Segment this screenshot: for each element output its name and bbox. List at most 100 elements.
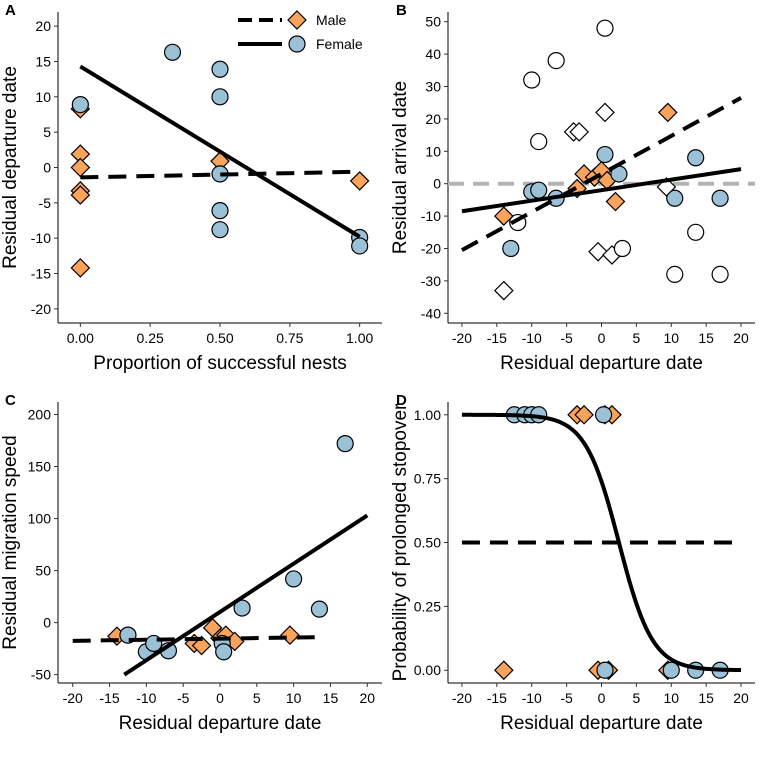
y-tick-label: -5 <box>39 195 52 211</box>
x-tick-label: 0.00 <box>67 330 94 346</box>
open-circle-point <box>711 265 729 284</box>
open-diamond-point <box>595 102 615 123</box>
y-tick-label: -15 <box>31 266 51 282</box>
open-circle-point <box>666 265 684 284</box>
open-circle-point <box>523 71 541 89</box>
legend-male-label: Male <box>316 12 347 28</box>
male-point <box>657 102 678 123</box>
y-tick-label: 20 <box>35 18 51 34</box>
female-point <box>666 189 684 207</box>
male-point <box>70 185 91 205</box>
female-point <box>662 661 680 679</box>
x-tick-label: -15 <box>487 690 507 706</box>
x-tick-label: 5 <box>632 690 640 706</box>
x-tick-label: -20 <box>452 690 472 706</box>
y-tick-label: 50 <box>425 14 441 30</box>
x-tick-label: 0.25 <box>137 330 164 346</box>
x-tick-label: 10 <box>663 330 679 346</box>
x-tick-label: -10 <box>522 330 542 346</box>
female-point <box>596 661 614 679</box>
female-point <box>211 60 229 78</box>
panel-letter: B <box>396 2 407 19</box>
legend-female-marker <box>288 35 306 53</box>
x-axis-label: Residual departure date <box>119 713 322 734</box>
female-fit-line <box>461 167 742 214</box>
female-point <box>71 95 89 114</box>
y-tick-label: 200 <box>28 406 52 422</box>
male-point <box>70 157 91 178</box>
female-logistic-curve <box>461 412 742 673</box>
x-tick-label: 0.50 <box>206 330 233 346</box>
y-tick-label: 0 <box>43 160 51 176</box>
x-tick-label: -5 <box>560 330 573 346</box>
male-point <box>493 206 514 226</box>
y-tick-label: 0.00 <box>414 662 441 678</box>
y-tick-label: 0 <box>43 615 51 631</box>
y-tick-label: -20 <box>421 240 441 256</box>
x-tick-label: 15 <box>698 330 714 346</box>
open-diamond-point <box>588 241 608 262</box>
male-fit-line <box>80 169 360 180</box>
y-axis-label: Residual arrival date <box>390 81 411 254</box>
female-point <box>594 406 613 424</box>
female-point <box>687 149 705 167</box>
female-point <box>310 600 329 618</box>
x-tick-label: -20 <box>63 690 83 706</box>
y-tick-label: 10 <box>35 89 51 105</box>
x-tick-label: 1.00 <box>346 330 373 346</box>
y-tick-label: 15 <box>35 53 51 69</box>
open-circle-point <box>547 51 565 70</box>
x-tick-label: 0 <box>216 690 224 706</box>
panel-letter: C <box>5 392 16 409</box>
male-point <box>70 258 91 278</box>
x-axis-label: Residual departure date <box>500 713 703 734</box>
female-fit-line <box>123 513 369 677</box>
female-point <box>163 43 182 61</box>
panel-letter: D <box>396 392 407 409</box>
x-tick-label: 20 <box>733 690 749 706</box>
male-fit-line <box>72 635 316 643</box>
x-tick-label: -20 <box>452 330 472 346</box>
female-point <box>596 145 614 164</box>
male-point <box>349 171 370 191</box>
male-point <box>574 404 594 425</box>
y-axis-label: Residual migration speed <box>0 435 21 649</box>
male-fit-line <box>460 96 743 252</box>
x-axis-label: Residual departure date <box>500 353 703 374</box>
male-point <box>605 191 626 212</box>
x-tick-label: 15 <box>323 690 339 706</box>
y-tick-label: 5 <box>43 124 51 140</box>
male-point <box>191 635 212 656</box>
x-tick-label: 5 <box>632 330 640 346</box>
open-circle-point <box>530 132 548 151</box>
y-tick-label: 1.00 <box>414 407 441 423</box>
y-axis-label: Probability of prolonged stopover <box>390 403 411 681</box>
female-point <box>211 221 229 239</box>
y-tick-label: 40 <box>425 46 441 62</box>
female-point <box>215 643 233 661</box>
female-point <box>336 435 354 453</box>
panel-d: D 0.00 0.25 0.50 0.75 1.00 -20 -15 -10 -5 0 5 10 15 20… <box>390 392 755 734</box>
y-tick-label: -50 <box>31 667 51 683</box>
y-tick-label: 30 <box>425 79 441 95</box>
x-tick-label: -5 <box>177 690 190 706</box>
y-tick-label: 20 <box>425 111 441 127</box>
female-fit-line <box>79 64 361 239</box>
x-tick-label: 5 <box>253 690 261 706</box>
legend-female-label: Female <box>316 36 363 52</box>
x-axis-label: Proportion of successful nests <box>93 353 346 374</box>
open-diamond-point <box>493 280 514 301</box>
panel-a: A -20 -15 -10 -5 0 5 10 15 20 0.00 0.25 0.50 0.75 1.00… <box>0 2 382 374</box>
female-point <box>351 237 369 255</box>
x-tick-label: 10 <box>286 690 302 706</box>
open-diamond-point <box>569 122 590 142</box>
x-tick-label: -10 <box>136 690 156 706</box>
male-point <box>280 625 300 645</box>
x-tick-label: 15 <box>698 690 714 706</box>
x-tick-label: -15 <box>487 330 507 346</box>
female-point <box>233 599 251 617</box>
open-circle-point <box>613 239 632 258</box>
y-tick-label: -20 <box>31 301 51 317</box>
